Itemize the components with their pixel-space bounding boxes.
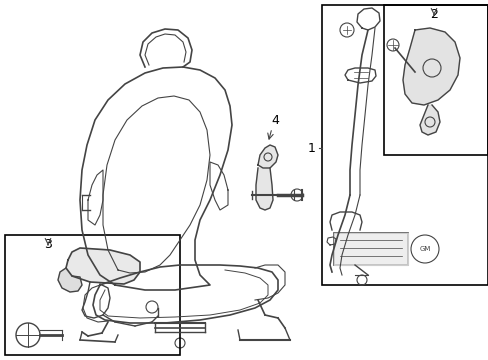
Bar	[5, 235, 180, 355]
Polygon shape	[66, 248, 140, 284]
Polygon shape	[256, 168, 272, 210]
Bar	[333, 233, 407, 265]
Text: GM: GM	[418, 246, 430, 252]
Bar	[383, 5, 487, 155]
Polygon shape	[258, 145, 278, 168]
Polygon shape	[333, 233, 407, 265]
Polygon shape	[58, 268, 82, 292]
Text: 1: 1	[307, 141, 315, 154]
Bar	[321, 5, 487, 285]
Text: 3: 3	[44, 238, 52, 251]
Polygon shape	[419, 105, 439, 135]
Text: 4: 4	[270, 113, 278, 126]
Text: 2: 2	[429, 8, 437, 21]
Polygon shape	[402, 28, 459, 105]
